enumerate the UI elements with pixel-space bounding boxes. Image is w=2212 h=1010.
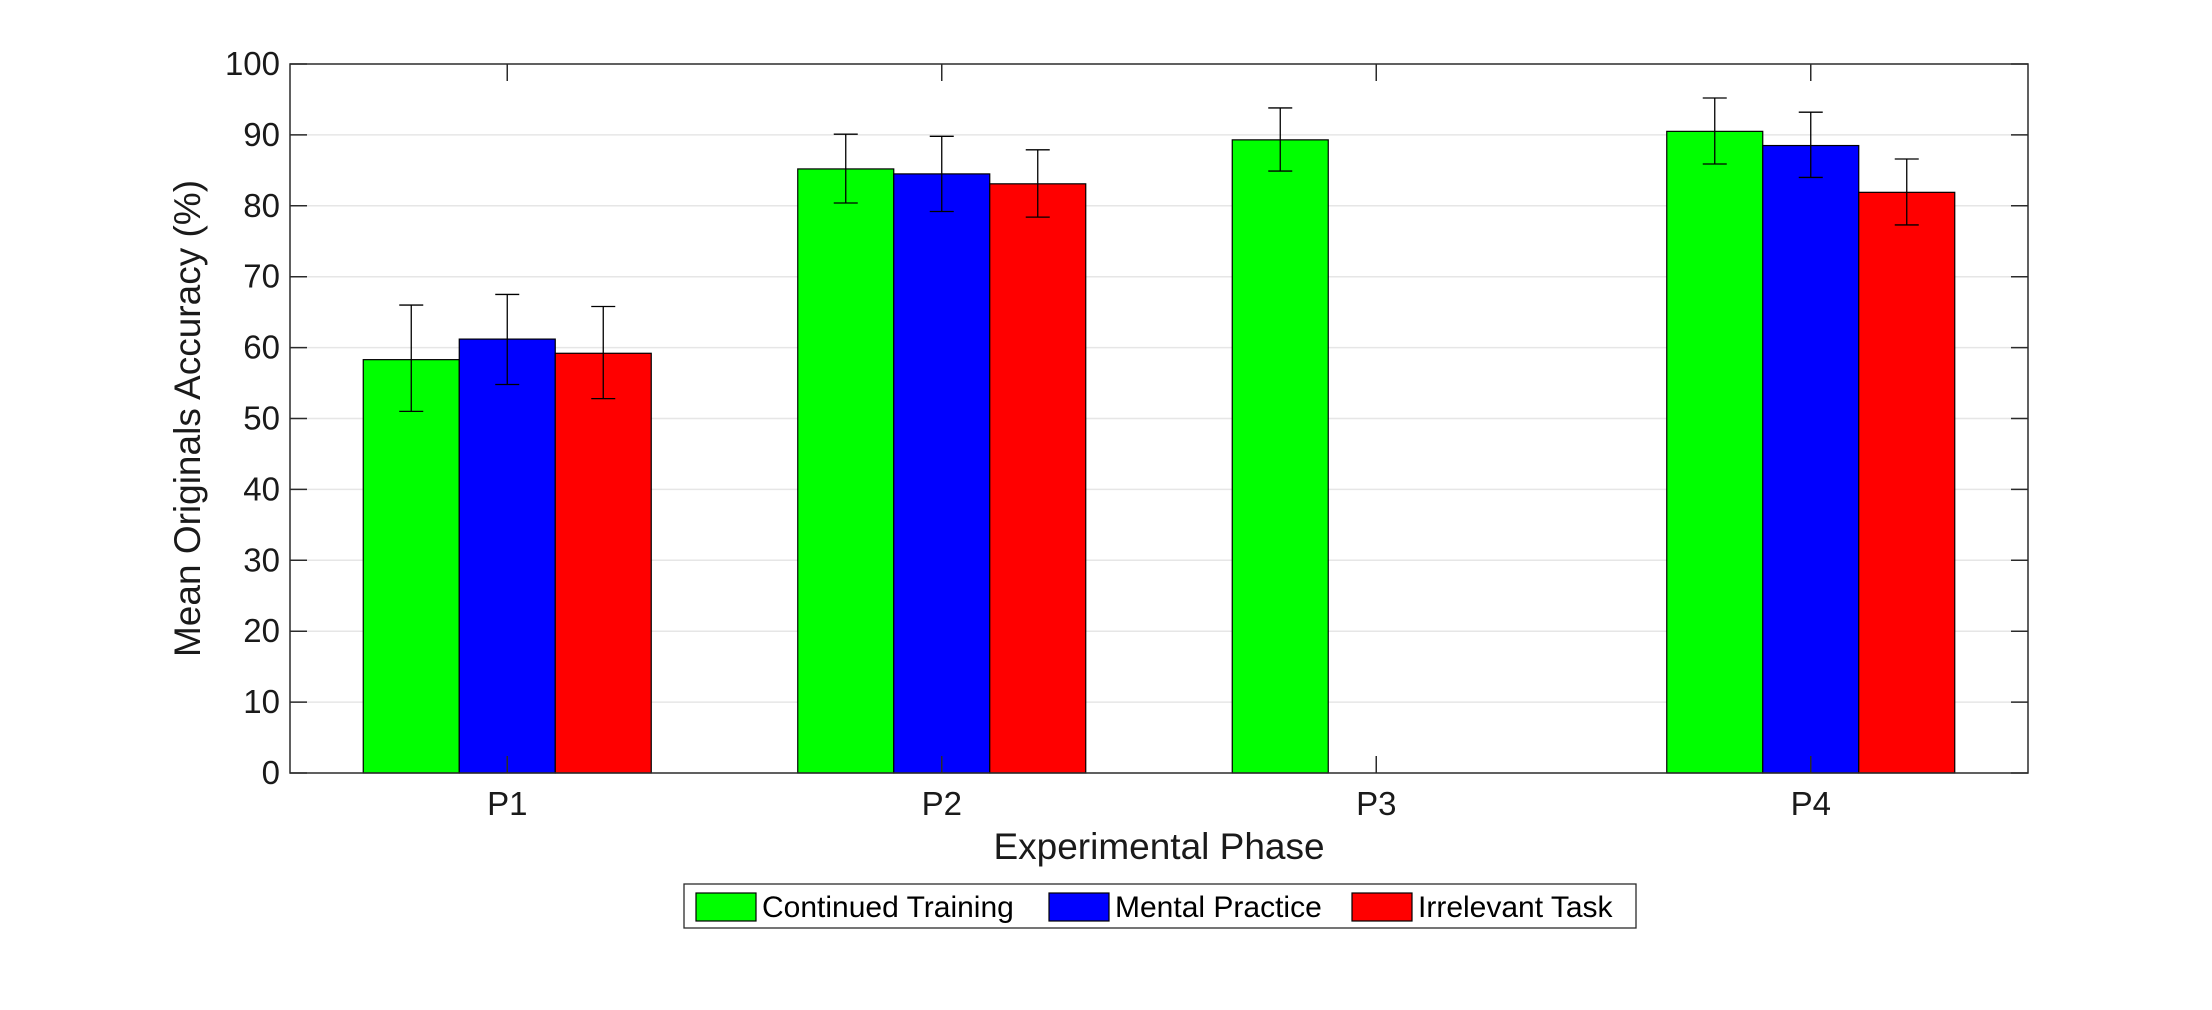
y-tick-label: 100 [225,45,280,82]
x-tick-label: P2 [922,785,962,822]
bars [362,130,1956,774]
bar [1231,139,1329,774]
y-tick-label: 80 [243,187,280,224]
y-tick-label: 40 [243,470,280,507]
y-axis-tick-labels: 0 10 20 30 40 50 60 70 80 90 100 [225,45,280,791]
x-tick-label: P3 [1356,785,1396,822]
y-tick-label: 10 [243,683,280,720]
y-tick-label: 50 [243,400,280,437]
bar [554,352,652,774]
y-axis-title: Mean Originals Accuracy (%) [167,180,208,657]
x-tick-label: P1 [487,785,527,822]
legend-box [683,883,1637,929]
axis-ticks [290,63,2028,774]
bar [989,183,1087,774]
x-axis-tick-labels: P1 P2 P3 P4 [487,785,1831,822]
bar [1666,130,1764,774]
bar [1762,144,1860,774]
legend-swatch [1048,892,1110,922]
bar [797,168,895,774]
bar [458,338,556,774]
y-tick-label: 0 [262,754,280,791]
y-tick-label: 30 [243,541,280,578]
legend-label: Irrelevant Task [1418,891,1614,924]
y-tick-label: 20 [243,612,280,649]
y-tick-label: 90 [243,116,280,153]
legend-swatch [695,892,757,922]
bar [1858,191,1956,774]
x-axis-title: Experimental Phase [993,826,1324,867]
y-tick-label: 60 [243,329,280,366]
x-tick-label: P4 [1791,785,1831,822]
legend-swatch [1351,892,1413,922]
bar [893,173,991,774]
bar [362,359,460,774]
legend-label: Mental Practice [1115,891,1322,924]
y-tick-label: 70 [243,258,280,295]
legend: Continued Training Mental Practice Irrelev… [683,883,1637,929]
error-bars [399,97,1919,413]
legend-label: Continued Training [762,891,1014,924]
